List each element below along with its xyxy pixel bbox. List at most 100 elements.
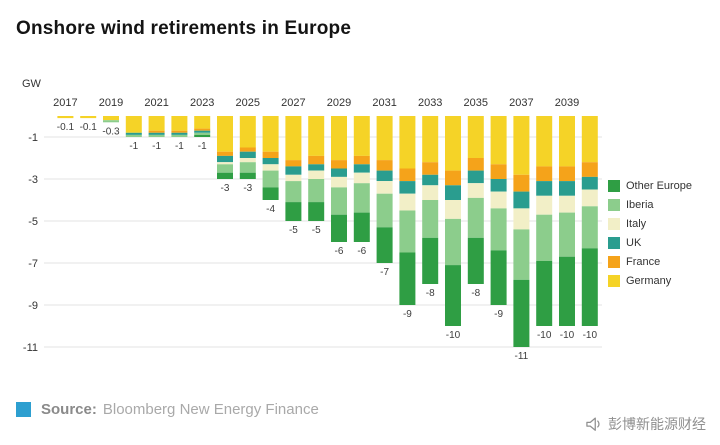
bar-segment-france bbox=[217, 151, 233, 156]
bar-segment-iberia bbox=[194, 132, 211, 135]
bar-segment-uk bbox=[376, 170, 393, 182]
bar-segment-france bbox=[308, 155, 325, 165]
megaphone-icon bbox=[586, 417, 600, 431]
x-tick-label: 2021 bbox=[144, 97, 168, 109]
legend-item-germany: Germany bbox=[608, 271, 692, 290]
bar-segment-france bbox=[331, 160, 347, 169]
bar-segment-germany bbox=[103, 116, 119, 121]
bar-segment-france bbox=[353, 155, 370, 165]
bar-total-label: -9 bbox=[494, 309, 503, 320]
bar-segment-france bbox=[445, 170, 461, 186]
bar-segment-germany bbox=[467, 116, 484, 158]
y-tick-label: -5 bbox=[28, 216, 38, 228]
bar-segment-italy bbox=[262, 164, 279, 171]
bar-segment-uk bbox=[262, 158, 279, 165]
bar-segment-other-europe bbox=[217, 172, 233, 179]
bar-segment-france bbox=[581, 162, 598, 177]
bar-segment-france bbox=[559, 166, 575, 182]
bar-segment-france bbox=[171, 130, 188, 133]
bar-segment-italy bbox=[331, 176, 347, 188]
bar-segment-france bbox=[536, 166, 553, 182]
legend-item-iberia: Iberia bbox=[608, 195, 692, 214]
bar-segment-france bbox=[490, 164, 507, 179]
x-tick-label: 2031 bbox=[372, 97, 396, 109]
bar-total-label: -0.1 bbox=[57, 122, 75, 133]
legend-swatch-italy bbox=[608, 217, 620, 230]
bar-segment-france bbox=[285, 160, 302, 167]
bar-segment-france bbox=[467, 158, 484, 171]
bar-total-label: -6 bbox=[357, 246, 366, 257]
bar-segment-iberia bbox=[581, 206, 598, 249]
legend-item-uk: UK bbox=[608, 233, 692, 252]
bar-segment-uk bbox=[194, 130, 211, 133]
legend-label: Germany bbox=[626, 274, 672, 287]
bar-segment-other-europe bbox=[467, 237, 484, 284]
bar-segment-uk bbox=[581, 176, 598, 190]
bar-segment-germany bbox=[490, 116, 507, 165]
bar-total-label: -6 bbox=[335, 246, 344, 257]
bar-segment-germany bbox=[513, 116, 530, 175]
x-tick-label: 2033 bbox=[418, 97, 442, 109]
bar-segment-france bbox=[239, 147, 256, 152]
bar-segment-other-europe bbox=[331, 214, 347, 242]
bar-segment-germany bbox=[57, 116, 74, 119]
bar-segment-other-europe bbox=[239, 172, 256, 179]
bar-segment-iberia bbox=[513, 229, 530, 280]
bar-segment-uk bbox=[239, 151, 256, 158]
bar-total-label: -8 bbox=[426, 288, 435, 299]
legend-label: Italy bbox=[626, 217, 647, 230]
bar-total-label: -11 bbox=[515, 351, 529, 362]
bar-total-label: -7 bbox=[380, 267, 389, 278]
bar-total-label: -8 bbox=[471, 288, 480, 299]
bar-segment-iberia bbox=[399, 210, 416, 253]
x-tick-label: 2017 bbox=[53, 97, 77, 109]
bar-segment-italy bbox=[490, 191, 507, 209]
bar-total-label: -3 bbox=[243, 183, 252, 194]
bar-segment-iberia bbox=[285, 181, 302, 203]
legend-item-other-europe: Other Europe bbox=[608, 176, 692, 195]
bar-total-label: -1 bbox=[129, 141, 138, 152]
legend-item-france: France bbox=[608, 252, 692, 271]
bar-segment-other-europe bbox=[285, 202, 302, 221]
bar-segment-germany bbox=[262, 116, 279, 152]
bar-segment-germany bbox=[285, 116, 302, 161]
y-tick-label: -9 bbox=[28, 300, 38, 312]
bar-segment-other-europe bbox=[399, 252, 416, 305]
bar-segment-other-europe bbox=[194, 134, 211, 137]
bar-total-label: -1 bbox=[198, 141, 207, 152]
watermark-text: 彭博新能源财经 bbox=[608, 416, 706, 432]
bar-segment-germany bbox=[422, 116, 439, 163]
bar-segment-iberia bbox=[422, 200, 439, 238]
bar-segment-other-europe bbox=[536, 260, 553, 326]
legend-label: Iberia bbox=[626, 198, 654, 211]
y-tick-label: -1 bbox=[28, 132, 38, 144]
bar-total-label: -10 bbox=[560, 330, 575, 341]
bar-segment-germany bbox=[331, 116, 347, 161]
bar-total-label: -0.3 bbox=[102, 126, 120, 137]
bar-segment-iberia bbox=[559, 212, 575, 257]
bar-segment-germany bbox=[217, 116, 233, 152]
stacked-bar-chart: -1 -3 -5 -7 -9 -11 2017 2019 2021 2023 2025 2027 202… bbox=[23, 97, 602, 362]
legend-label: France bbox=[626, 255, 661, 268]
bar-segment-germany bbox=[171, 116, 188, 131]
bar-total-label: -9 bbox=[403, 309, 412, 320]
bar-segment-italy bbox=[285, 174, 302, 182]
bar-segment-iberia bbox=[262, 170, 279, 188]
bar-segment-uk bbox=[399, 181, 416, 194]
bar-segment-other-europe bbox=[376, 227, 393, 263]
bar-segment-iberia bbox=[103, 120, 119, 123]
bar-segment-germany bbox=[559, 116, 575, 167]
bar-segment-germany bbox=[80, 116, 97, 119]
bar-segment-germany bbox=[194, 116, 211, 129]
bar-segment-iberia bbox=[239, 162, 256, 173]
bar-segment-germany bbox=[581, 116, 598, 163]
bar-segment-uk bbox=[353, 164, 370, 173]
bar-segment-italy bbox=[422, 185, 439, 200]
bar-segment-uk bbox=[513, 191, 530, 209]
bar-segment-italy bbox=[536, 195, 553, 215]
bar-segment-germany bbox=[239, 116, 256, 148]
bar-segment-other-europe bbox=[353, 212, 370, 242]
bar-segment-france bbox=[376, 160, 393, 171]
bar-total-label: -5 bbox=[312, 225, 321, 236]
bar-segment-iberia bbox=[467, 197, 484, 238]
